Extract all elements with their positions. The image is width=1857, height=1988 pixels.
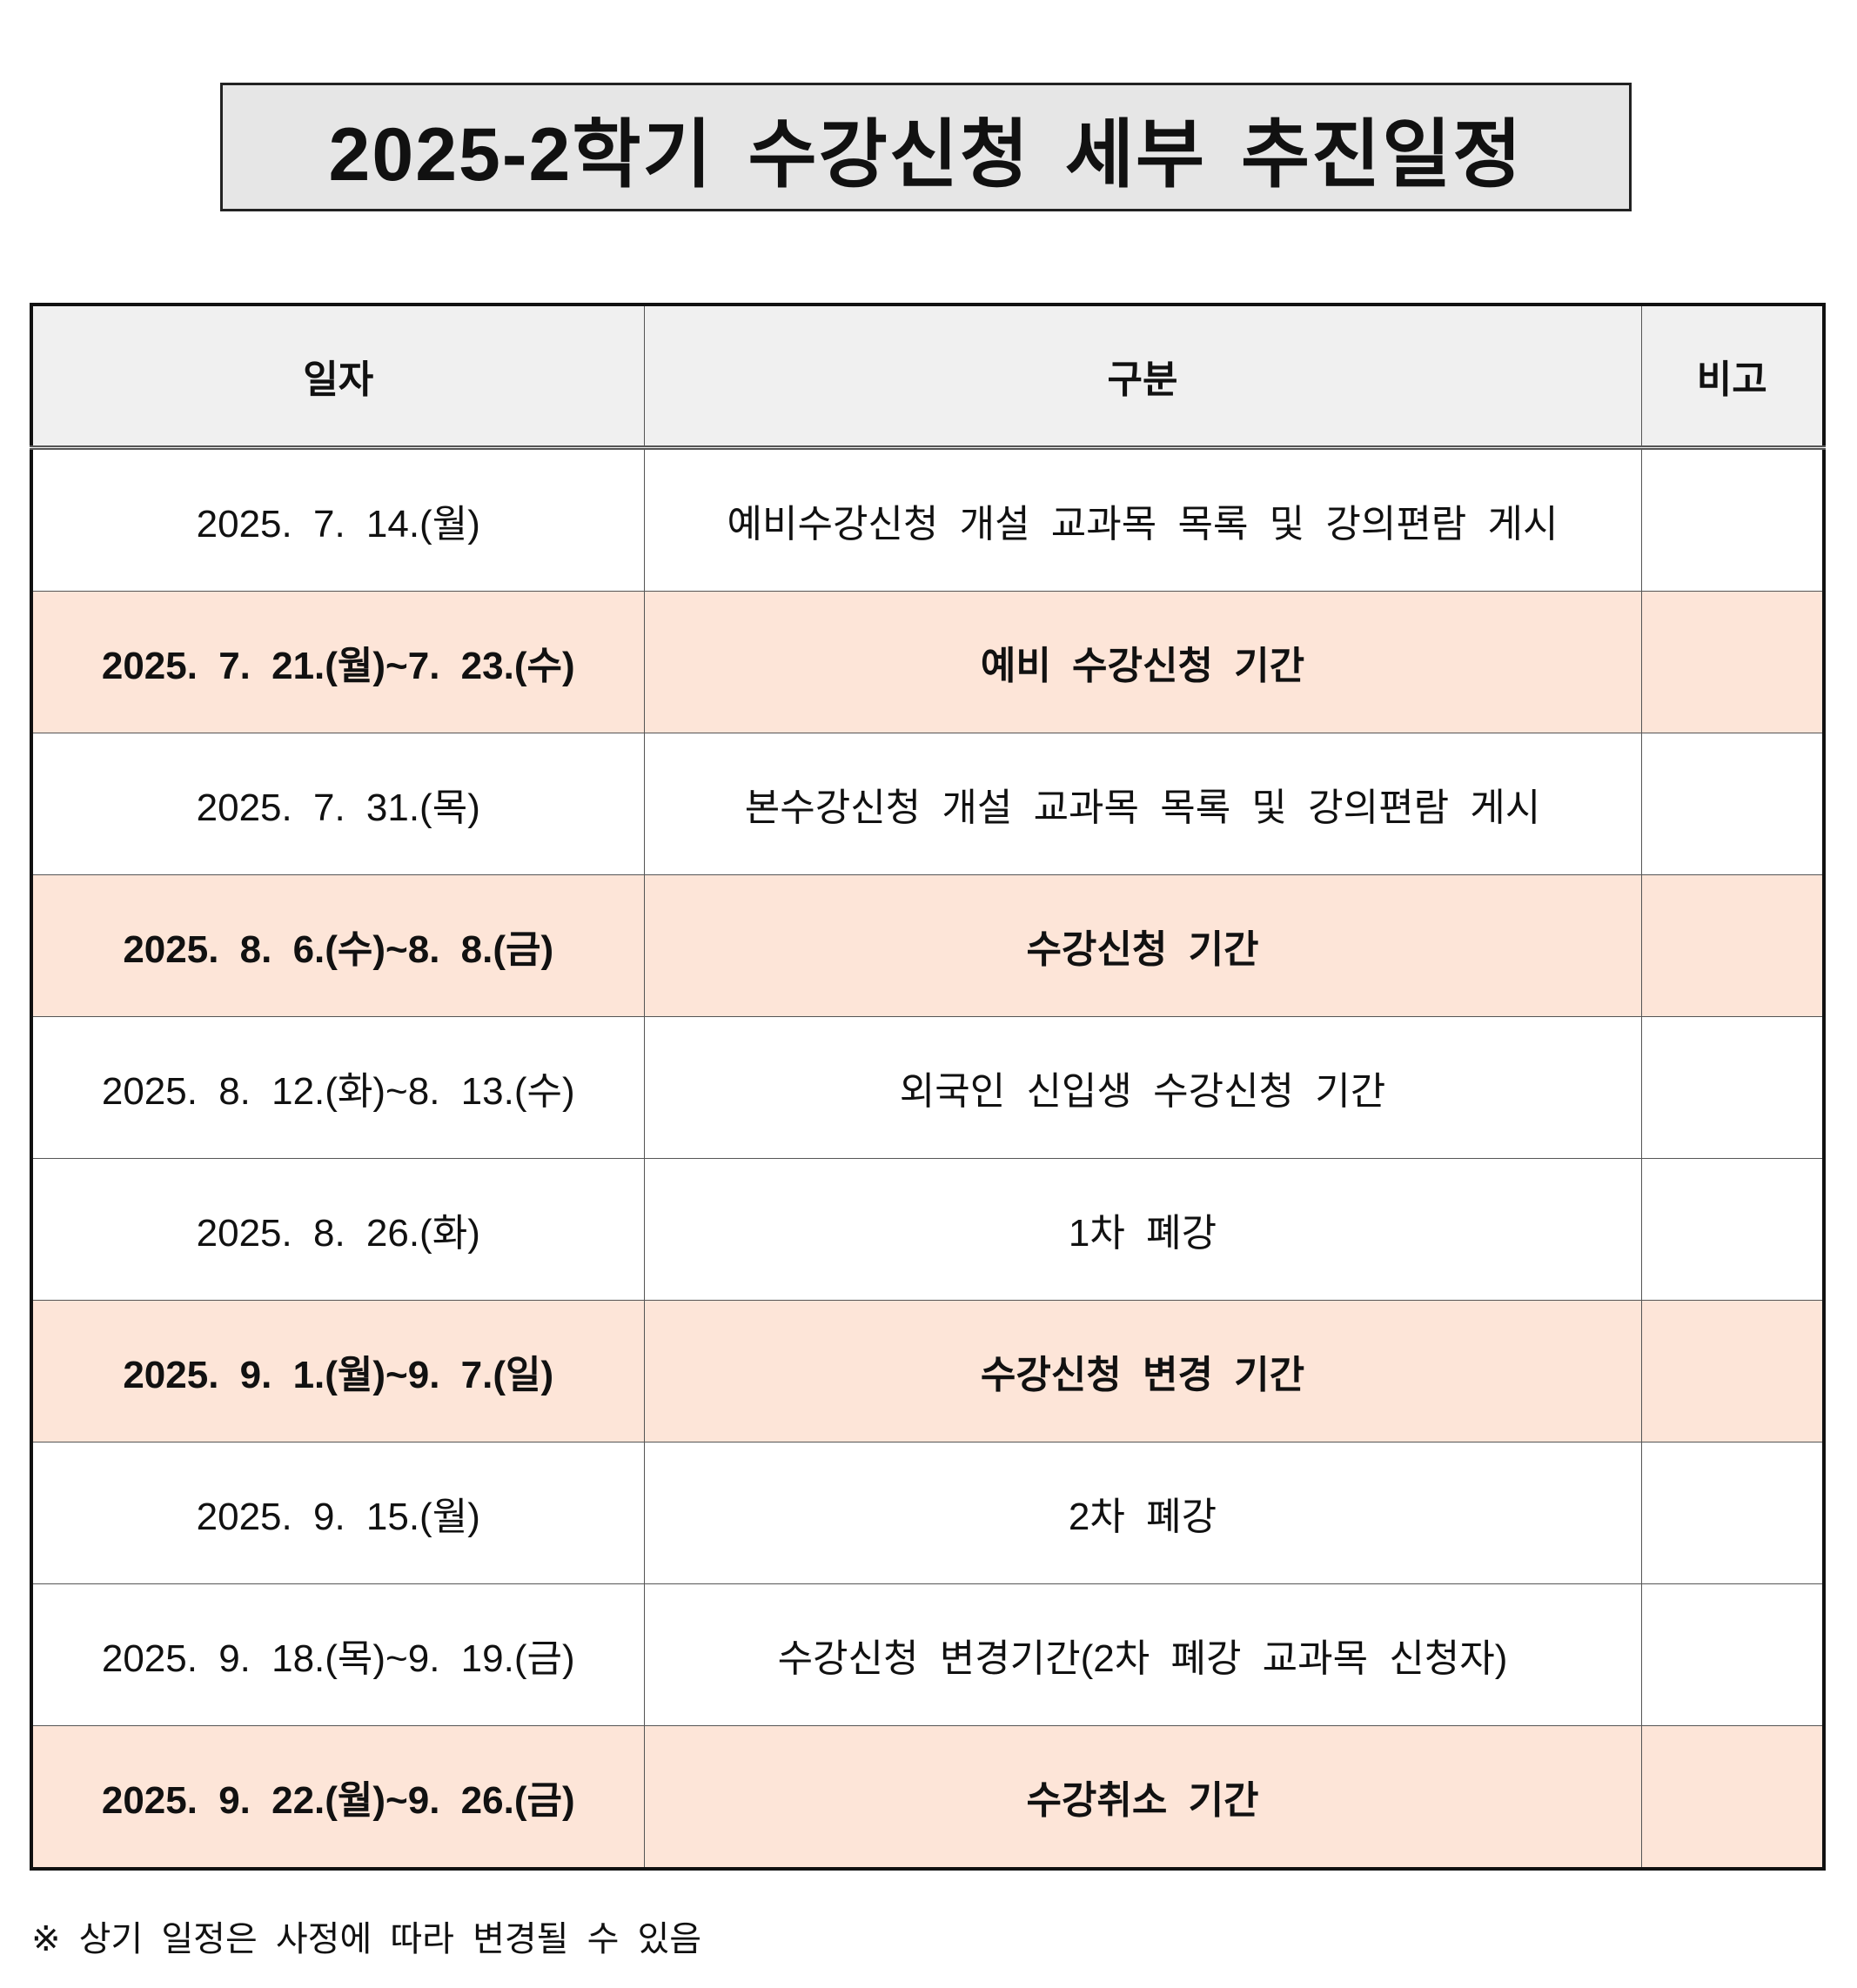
- cell-category: 예비 수강신청 기간: [643, 591, 1642, 733]
- cell-note: [1640, 1300, 1825, 1442]
- cell-note: [1640, 733, 1825, 875]
- cell-note: [1640, 1583, 1825, 1726]
- cell-note: [1640, 1725, 1825, 1870]
- table-row: 2025. 8. 6.(수)~8. 8.(금) 수강신청 기간: [30, 874, 1825, 1017]
- table-row: 2025. 9. 18.(목)~9. 19.(금) 수강신청 변경기간(2차 폐강…: [30, 1583, 1825, 1726]
- cell-category: 수강신청 변경기간(2차 폐강 교과목 신청자): [643, 1583, 1642, 1726]
- cell-category: 1차 폐강: [643, 1158, 1642, 1301]
- page-title: 2025-2학기 수강신청 세부 추진일정: [328, 112, 1524, 197]
- cell-category: 2차 폐강: [643, 1442, 1642, 1584]
- footnote: ※ 상기 일정은 사정에 따라 변경될 수 있음: [31, 1920, 702, 1958]
- header-date: 일자: [30, 304, 645, 450]
- table-header-row: 일자 구분 비고: [30, 304, 1825, 450]
- table-row: 2025. 7. 31.(목) 본수강신청 개설 교과목 목록 및 강의편람 게시: [30, 733, 1825, 875]
- schedule-table: 일자 구분 비고 2025. 7. 14.(월) 예비수강신청 개설 교과목 목록…: [30, 303, 1826, 1871]
- cell-category: 수강신청 기간: [643, 874, 1642, 1017]
- cell-note: [1640, 1442, 1825, 1584]
- table-row: 2025. 8. 26.(화) 1차 폐강: [30, 1158, 1825, 1301]
- cell-date: 2025. 7. 14.(월): [30, 447, 645, 592]
- header-category: 구분: [643, 304, 1642, 450]
- cell-date: 2025. 9. 15.(월): [30, 1442, 645, 1584]
- title-box: 2025-2학기 수강신청 세부 추진일정: [220, 83, 1632, 211]
- cell-note: [1640, 447, 1825, 592]
- cell-category: 수강취소 기간: [643, 1725, 1642, 1870]
- cell-date: 2025. 8. 12.(화)~8. 13.(수): [30, 1016, 645, 1159]
- cell-category: 예비수강신청 개설 교과목 목록 및 강의편람 게시: [643, 447, 1642, 592]
- table-row: 2025. 9. 15.(월) 2차 폐강: [30, 1442, 1825, 1584]
- cell-date: 2025. 9. 1.(월)~9. 7.(일): [30, 1300, 645, 1442]
- cell-note: [1640, 1158, 1825, 1301]
- cell-date: 2025. 9. 18.(목)~9. 19.(금): [30, 1583, 645, 1726]
- cell-category: 본수강신청 개설 교과목 목록 및 강의편람 게시: [643, 733, 1642, 875]
- cell-note: [1640, 874, 1825, 1017]
- cell-note: [1640, 1016, 1825, 1159]
- cell-category: 수강신청 변경 기간: [643, 1300, 1642, 1442]
- table-row: 2025. 9. 22.(월)~9. 26.(금) 수강취소 기간: [30, 1725, 1825, 1870]
- table-row: 2025. 9. 1.(월)~9. 7.(일) 수강신청 변경 기간: [30, 1300, 1825, 1442]
- header-note: 비고: [1640, 304, 1825, 450]
- table-row: 2025. 7. 14.(월) 예비수강신청 개설 교과목 목록 및 강의편람 게…: [30, 447, 1825, 592]
- cell-date: 2025. 8. 26.(화): [30, 1158, 645, 1301]
- cell-date: 2025. 9. 22.(월)~9. 26.(금): [30, 1725, 645, 1870]
- cell-category: 외국인 신입생 수강신청 기간: [643, 1016, 1642, 1159]
- cell-date: 2025. 7. 21.(월)~7. 23.(수): [30, 591, 645, 733]
- cell-note: [1640, 591, 1825, 733]
- cell-date: 2025. 7. 31.(목): [30, 733, 645, 875]
- table-row: 2025. 8. 12.(화)~8. 13.(수) 외국인 신입생 수강신청 기간: [30, 1016, 1825, 1159]
- cell-date: 2025. 8. 6.(수)~8. 8.(금): [30, 874, 645, 1017]
- table-row: 2025. 7. 21.(월)~7. 23.(수) 예비 수강신청 기간: [30, 591, 1825, 733]
